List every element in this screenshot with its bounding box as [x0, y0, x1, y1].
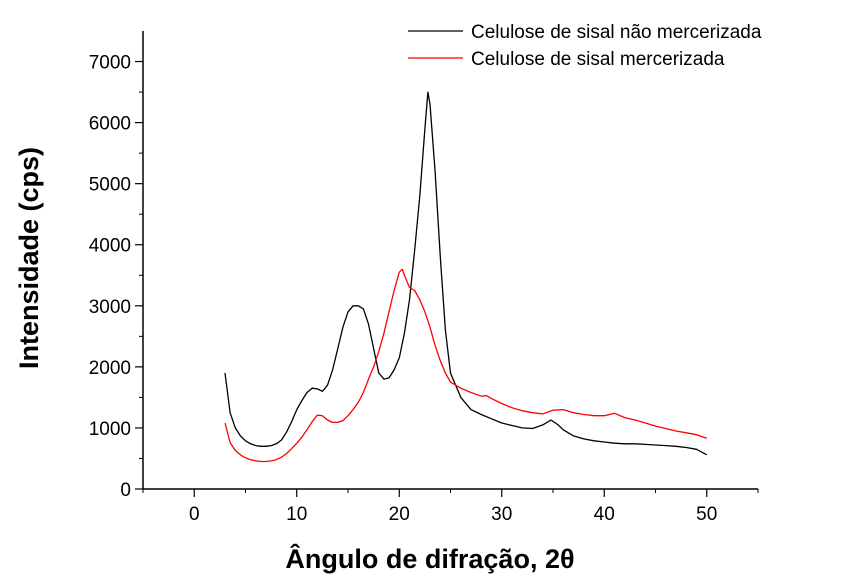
x-ticks: 0 10 20 30 40 50: [142, 489, 759, 525]
y-tick-label: 3000: [89, 297, 131, 318]
y-tick-label: 0: [120, 480, 131, 501]
x-tick-label: 10: [286, 504, 307, 525]
x-tick-label: 20: [389, 504, 410, 525]
legend-label-2: Celulose de sisal mercerizada: [471, 49, 725, 70]
series-line-2: [224, 268, 708, 463]
axes: [142, 31, 758, 490]
legend: Celulose de sisal não mercerizada Celulos…: [408, 22, 762, 70]
y-tick-label: 2000: [89, 358, 131, 379]
y-tick-label: 1000: [89, 419, 131, 440]
y-axis-title: Intensidade (cps): [14, 147, 44, 369]
series-layer: [224, 91, 708, 463]
y-ticks: 0 1000 2000 3000 4000 5000 6000 7000: [89, 53, 143, 501]
series-line-1: [224, 91, 708, 456]
x-tick-label: 30: [491, 504, 512, 525]
y-tick-label: 4000: [89, 236, 131, 257]
x-tick-label: 0: [189, 504, 200, 525]
x-axis-title: Ângulo de difração, 2θ: [285, 543, 574, 574]
x-tick-label: 40: [594, 504, 615, 525]
legend-label-1: Celulose de sisal não mercerizada: [471, 22, 762, 43]
y-tick-label: 7000: [89, 53, 131, 74]
y-tick-label: 5000: [89, 175, 131, 196]
y-tick-label: 6000: [89, 114, 131, 135]
x-tick-label: 50: [696, 504, 717, 525]
